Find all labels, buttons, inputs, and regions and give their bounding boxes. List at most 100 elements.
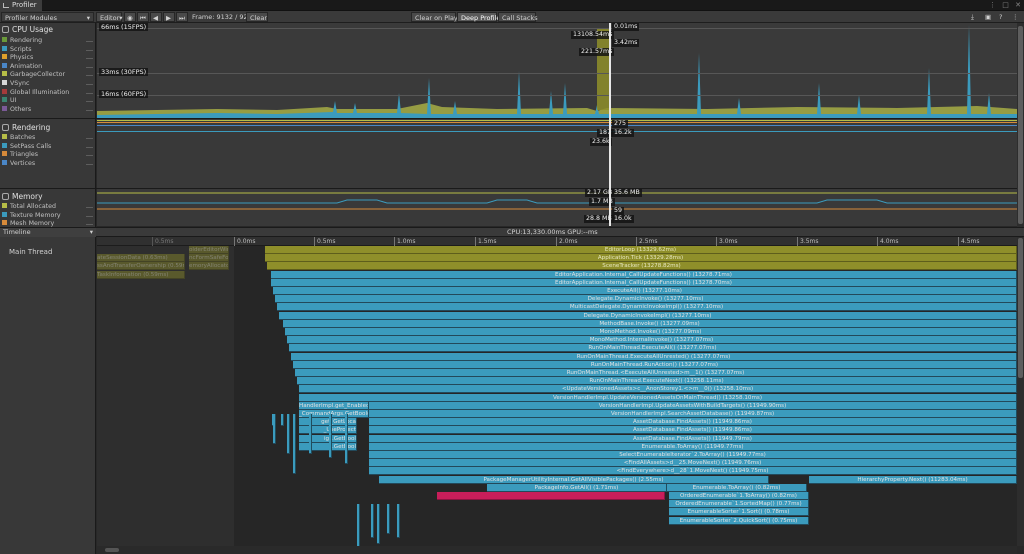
drag-handle-icon[interactable] (86, 101, 93, 103)
step-first-button[interactable]: ⏮ (137, 12, 149, 22)
legend-item[interactable]: UI (2, 97, 93, 106)
profiler-modules-dropdown[interactable]: Profiler Modules ▾ (1, 12, 94, 22)
legend-item[interactable]: Rendering (2, 37, 93, 46)
profiler-sample[interactable]: _CommandArgs.GetBool() (299, 410, 369, 418)
maximize-icon[interactable]: □ (1002, 1, 1009, 9)
profiler-sample[interactable]: HandlerImpl.get_Enabled() (299, 401, 369, 410)
profiler-sample[interactable]: VersionHandlerImpl.SearchAssetDatabase()… (369, 410, 1017, 418)
profiler-sample[interactable]: igs.GetBool (299, 434, 357, 443)
profiler-sample[interactable]: s.GetBool (299, 442, 357, 451)
more-options-icon[interactable]: ⋮ (1012, 13, 1019, 21)
profiler-sample-stack[interactable] (371, 504, 374, 538)
clear-on-play-toggle[interactable]: Clear on Play (411, 12, 458, 22)
legend-item[interactable]: Texture Memory (2, 211, 93, 221)
profiler-sample[interactable]: AssetDatabase.FindAssets() (11949.86ms) (369, 418, 1017, 427)
profiler-sample[interactable]: EditorApplication.Internal_CallUpdateFun… (271, 270, 1017, 279)
timeline-flame-chart[interactable]: EditorLoop (13329.62ms) Application.Tick … (97, 246, 1017, 546)
profiler-sample[interactable]: EditorApplication.Internal_CallUpdateFun… (271, 278, 1017, 287)
drag-handle-icon[interactable] (86, 224, 93, 226)
legend-item[interactable]: Batches (2, 134, 93, 143)
drag-handle-icon[interactable] (86, 92, 93, 94)
scrollbar-thumb[interactable] (1018, 26, 1023, 224)
profiler-sample[interactable]: EditorLoop (13329.62ms) (265, 246, 1017, 254)
frame-selection-cursor[interactable] (609, 23, 611, 226)
legend-item[interactable]: VSync (2, 80, 93, 89)
time-ruler[interactable]: 0.5ms 0.0ms 0.5ms 1.0ms 1.5ms 2.0ms 2.5ms 3.0ms… (97, 237, 1017, 246)
legend-item[interactable]: Animation (2, 62, 93, 72)
profiler-sample[interactable]: get_GetLoca (299, 418, 357, 427)
drag-handle-icon[interactable] (86, 155, 93, 157)
profiler-sample[interactable]: SelectEnumerableIterator`2.ToArray() (11… (369, 451, 1017, 459)
profiler-sample[interactable]: ncFormSafeForSta (189, 254, 229, 263)
legend-item[interactable]: Others (2, 105, 93, 115)
step-forward-button[interactable]: ▶ (163, 12, 175, 22)
drag-handle-icon[interactable] (86, 109, 93, 111)
legend-item[interactable]: Physics (2, 54, 93, 63)
legend-item[interactable]: Vertices (2, 159, 93, 169)
profiler-sample[interactable]: MulticastDelegate.DynamicInvokeImpl() (1… (277, 303, 1017, 312)
window-menu-icon[interactable]: ⋮ (989, 1, 997, 9)
profiler-sample-stack[interactable] (281, 414, 284, 426)
profiler-sample[interactable]: ssAndTransferOwnership (0.59ms) (97, 262, 185, 271)
profiler-sample-stack[interactable] (357, 504, 360, 546)
profiler-sample[interactable]: EnumerableSorter`2.QuickSort() (0.75ms) (669, 516, 809, 525)
profiler-sample[interactable]: PackageManagerUtilityInternal.GetAllVisi… (379, 475, 769, 484)
step-last-button[interactable]: ⏭ (176, 12, 188, 22)
memory-module-title[interactable]: Memory (2, 192, 43, 201)
legend-item[interactable]: Triangles (2, 151, 93, 160)
profiler-sample-stack[interactable] (377, 504, 380, 544)
legend-item[interactable]: Scripts (2, 45, 93, 55)
profiler-sample[interactable]: RunOnMainThread.ExecuteAllUnrested() (13… (291, 352, 1017, 361)
profiler-sample[interactable]: ateSessionData (0.63ms) (97, 254, 185, 263)
drag-handle-icon[interactable] (86, 75, 93, 77)
profiler-sample-stack[interactable] (287, 414, 290, 454)
timeline-scrollbar[interactable] (1017, 237, 1024, 546)
timeline-hscrollbar[interactable] (97, 546, 1017, 554)
profiler-sample[interactable]: <UpdateVersionedAssets>c__AnonStorey1.<>… (299, 385, 1017, 394)
profiler-sample[interactable]: ExecuteAll() (13277.10ms) (273, 287, 1017, 295)
profiler-sample[interactable]: AssetDatabase.FindAssets() (11949.86ms) (369, 426, 1017, 435)
profiler-sample[interactable]: SceneTracker (13278.82ms) (267, 262, 1017, 271)
cpu-usage-chart[interactable]: 66ms (15FPS) 33ms (30FPS) 16ms (60FPS) 1… (97, 23, 1017, 118)
help-icon[interactable]: ? (999, 13, 1003, 21)
profiler-sample[interactable]: Delegate.DynamicInvokeImpl() (13277.10ms… (279, 311, 1017, 320)
scrollbar-thumb[interactable] (105, 548, 119, 552)
cpu-module-title[interactable]: CPU Usage (2, 25, 53, 34)
call-stacks-toggle[interactable]: Call Stacks (498, 12, 538, 22)
profiler-sample[interactable]: RunOnMainThread.ExecuteNext() (13258.11m… (297, 377, 1017, 386)
profiler-sample[interactable]: Delegate.DynamicInvoke() (13277.10ms) (275, 295, 1017, 304)
close-icon[interactable]: ✕ (1015, 1, 1021, 9)
drag-handle-icon[interactable] (86, 49, 93, 51)
profiler-sample[interactable]: TaskInformation (0.59ms) (97, 270, 185, 279)
profiler-sample-stack[interactable] (397, 504, 400, 538)
profiler-sample-stack[interactable] (387, 504, 390, 534)
profiler-sample[interactable]: AssetDatabase.FindAssets() (11949.79ms) (369, 434, 1017, 443)
profiler-sample[interactable]: Enumerable.ToArray() (0.82ms) (667, 483, 807, 492)
gc-alloc-sample[interactable] (437, 492, 665, 500)
profiler-sample-stack[interactable] (293, 414, 296, 474)
legend-item[interactable]: Total Allocated (2, 203, 93, 212)
profiler-sample[interactable]: RunOnMainThread.ExecuteAll() (13277.07ms… (289, 344, 1017, 353)
legend-item[interactable]: Mesh Memory (2, 220, 93, 229)
thread-label[interactable]: Main Thread (9, 248, 53, 256)
charts-scrollbar[interactable] (1017, 23, 1024, 227)
drag-handle-icon[interactable] (86, 215, 93, 217)
save-icon[interactable]: ▣ (985, 13, 992, 21)
clear-button[interactable]: Clear (246, 12, 268, 22)
drag-handle-icon[interactable] (86, 138, 93, 139)
view-mode-dropdown[interactable]: Timeline ▾ (0, 228, 96, 237)
legend-item[interactable]: Global Illumination (2, 88, 93, 98)
deep-profile-toggle[interactable]: Deep Profile (457, 12, 500, 22)
profiler-sample[interactable]: EnumerableSorter`1.Sort() (0.78ms) (669, 508, 809, 517)
profiler-sample[interactable]: _UseProject (299, 426, 357, 435)
record-button[interactable]: ◉ (124, 12, 136, 22)
profiler-sample[interactable]: OrderedEnumerable`1.SortedMap() (0.77ms) (669, 500, 809, 509)
profiler-sample[interactable]: Application.Tick (13329.28ms) (265, 254, 1017, 263)
profiler-sample[interactable]: PackageInfo.GetAll() (1.71ms) (487, 483, 667, 492)
step-back-button[interactable]: ◀ (150, 12, 162, 22)
drag-handle-icon[interactable] (86, 207, 93, 208)
profiler-sample[interactable]: MethodBase.Invoke() (13277.09ms) (283, 319, 1017, 328)
profiler-sample[interactable]: VersionHandlerImpl.UpdateVersionedAssets… (299, 393, 1017, 402)
profiler-sample-stack[interactable] (329, 414, 332, 458)
legend-item[interactable]: SetPass Calls (2, 142, 93, 152)
